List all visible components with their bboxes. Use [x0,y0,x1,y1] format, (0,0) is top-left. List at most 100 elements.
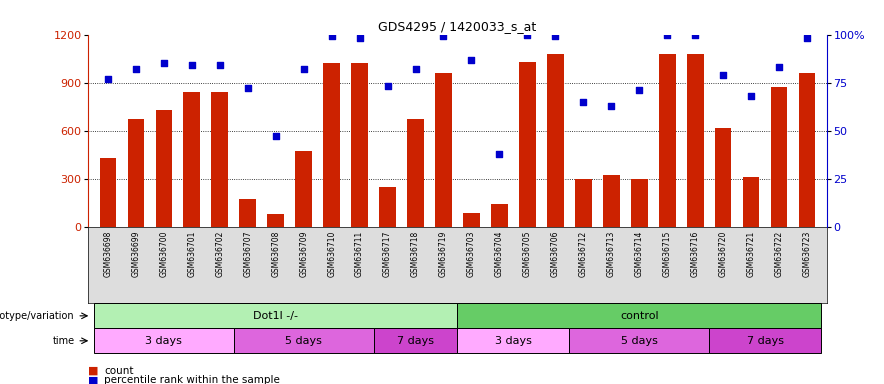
Point [129,66,143,72]
Point [464,56,478,63]
Bar [127,119,144,227]
Bar [211,92,228,227]
Text: GSM636712: GSM636712 [579,230,588,276]
Text: 3 days: 3 days [146,336,182,346]
Bar [184,92,201,227]
Bar [435,73,452,227]
Point [437,33,451,40]
Text: Dot1l -/-: Dot1l -/- [253,311,298,321]
Bar [569,328,709,353]
Text: GSM636717: GSM636717 [383,230,392,277]
Bar [233,328,374,353]
Point [408,66,423,72]
Bar [659,54,675,227]
Bar [374,328,458,353]
Point [324,33,339,40]
Bar [798,73,815,227]
Bar [458,328,569,353]
Point [548,33,562,40]
Point [800,35,814,41]
Bar [379,187,396,227]
Bar [240,199,256,227]
Bar [709,328,821,353]
Text: GSM636710: GSM636710 [327,230,336,277]
Text: GSM636718: GSM636718 [411,230,420,276]
Text: 5 days: 5 days [621,336,658,346]
Point [213,62,227,68]
Point [185,62,199,68]
Text: GSM636719: GSM636719 [439,230,448,277]
Text: GSM636699: GSM636699 [132,230,141,277]
Text: GSM636715: GSM636715 [663,230,672,277]
Point [156,60,171,66]
Point [716,72,730,78]
Bar [687,54,704,227]
Text: ■: ■ [88,375,99,384]
Text: GSM636713: GSM636713 [606,230,616,277]
Bar [267,214,284,227]
Point [240,85,255,91]
Text: ■: ■ [88,366,99,376]
Text: GSM636721: GSM636721 [747,230,756,276]
Text: 7 days: 7 days [746,336,783,346]
Point [744,93,758,99]
Bar [458,303,821,328]
Point [576,99,591,105]
Bar [631,179,648,227]
Text: time: time [52,336,74,346]
Point [604,103,618,109]
Text: GSM636716: GSM636716 [690,230,699,277]
Bar [547,54,564,227]
Text: GSM636701: GSM636701 [187,230,196,277]
Bar [295,151,312,227]
Text: GSM636722: GSM636722 [774,230,783,276]
Bar [519,62,536,227]
Point [380,83,394,89]
Text: GSM636704: GSM636704 [495,230,504,277]
Text: percentile rank within the sample: percentile rank within the sample [104,375,280,384]
Text: GSM636703: GSM636703 [467,230,476,277]
Point [353,35,367,41]
Point [632,87,646,93]
Bar [771,88,788,227]
Text: GSM636698: GSM636698 [103,230,112,277]
Text: GSM636707: GSM636707 [243,230,252,277]
Text: GSM636702: GSM636702 [216,230,225,277]
Bar [94,303,458,328]
Bar [100,158,117,227]
Text: 5 days: 5 days [286,336,322,346]
Text: GSM636720: GSM636720 [719,230,728,277]
Bar [408,119,424,227]
Point [101,76,115,82]
Bar [603,175,620,227]
Bar [714,128,731,227]
Title: GDS4295 / 1420033_s_at: GDS4295 / 1420033_s_at [378,20,537,33]
Text: GSM636714: GSM636714 [635,230,644,277]
Text: GSM636709: GSM636709 [299,230,309,277]
Point [660,31,674,38]
Bar [351,63,368,227]
Bar [491,204,507,227]
Point [772,64,786,70]
Bar [156,110,172,227]
Bar [94,328,233,353]
Bar [575,179,591,227]
Text: 3 days: 3 days [495,336,532,346]
Point [492,151,507,157]
Text: GSM636706: GSM636706 [551,230,560,277]
Text: GSM636705: GSM636705 [522,230,532,277]
Bar [463,213,480,227]
Text: 7 days: 7 days [397,336,434,346]
Point [688,31,702,38]
Bar [743,177,759,227]
Point [521,31,535,38]
Point [269,133,283,139]
Text: GSM636711: GSM636711 [355,230,364,276]
Point [297,66,311,72]
Text: count: count [104,366,133,376]
Text: GSM636708: GSM636708 [271,230,280,277]
Text: control: control [620,311,659,321]
Text: GSM636723: GSM636723 [803,230,812,277]
Bar [324,63,340,227]
Text: GSM636700: GSM636700 [159,230,168,277]
